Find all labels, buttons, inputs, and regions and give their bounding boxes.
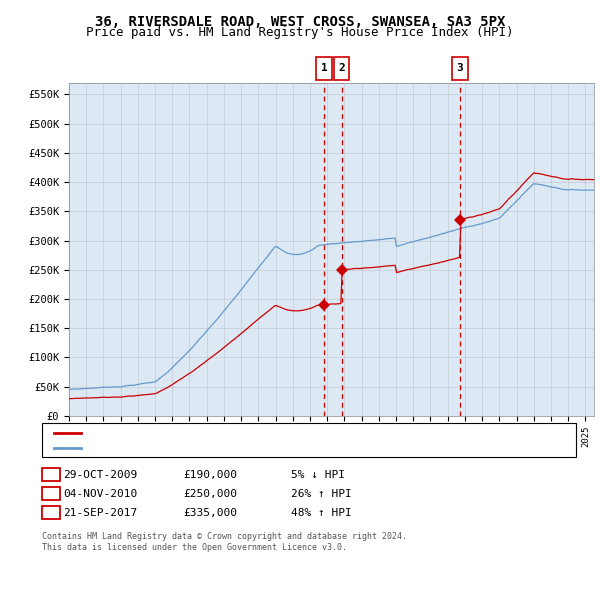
Text: 48% ↑ HPI: 48% ↑ HPI <box>291 508 352 517</box>
Text: 2: 2 <box>47 489 55 499</box>
Text: 3: 3 <box>457 64 463 73</box>
Text: 04-NOV-2010: 04-NOV-2010 <box>63 489 137 499</box>
Text: 5% ↓ HPI: 5% ↓ HPI <box>291 470 345 480</box>
Text: £335,000: £335,000 <box>183 508 237 517</box>
Text: £190,000: £190,000 <box>183 470 237 480</box>
Text: 21-SEP-2017: 21-SEP-2017 <box>63 508 137 517</box>
Text: 2: 2 <box>338 64 345 73</box>
Text: 1: 1 <box>321 64 328 73</box>
Text: 1: 1 <box>47 470 55 480</box>
Text: Price paid vs. HM Land Registry's House Price Index (HPI): Price paid vs. HM Land Registry's House … <box>86 26 514 39</box>
Text: 3: 3 <box>47 508 55 517</box>
Text: £250,000: £250,000 <box>183 489 237 499</box>
Text: 36, RIVERSDALE ROAD, WEST CROSS, SWANSEA, SA3 5PX: 36, RIVERSDALE ROAD, WEST CROSS, SWANSEA… <box>95 15 505 29</box>
Text: HPI: Average price, detached house, Swansea: HPI: Average price, detached house, Swan… <box>87 442 340 453</box>
Text: Contains HM Land Registry data © Crown copyright and database right 2024.
This d: Contains HM Land Registry data © Crown c… <box>42 532 407 552</box>
Text: 36, RIVERSDALE ROAD, WEST CROSS, SWANSEA, SA3 5PX (detached house): 36, RIVERSDALE ROAD, WEST CROSS, SWANSEA… <box>87 428 475 438</box>
Text: 29-OCT-2009: 29-OCT-2009 <box>63 470 137 480</box>
Text: 26% ↑ HPI: 26% ↑ HPI <box>291 489 352 499</box>
